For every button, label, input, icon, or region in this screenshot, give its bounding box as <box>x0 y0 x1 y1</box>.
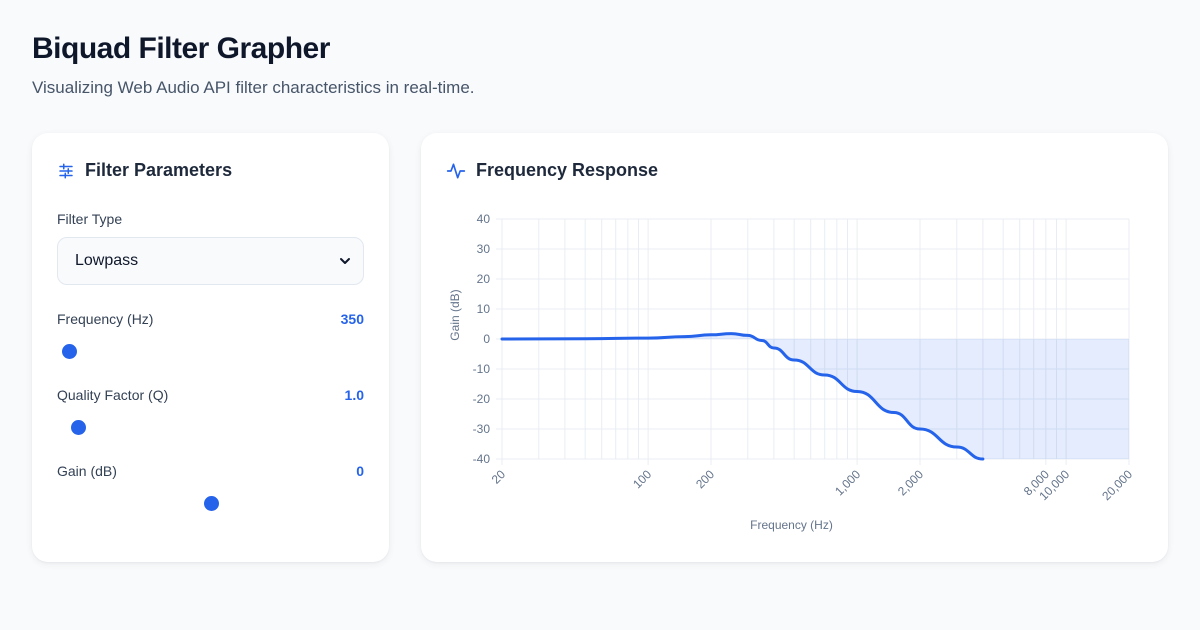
filter-parameters-header: Filter Parameters <box>57 160 232 181</box>
filter-parameters-title: Filter Parameters <box>85 160 233 180</box>
filter-type-value: Lowpass <box>75 252 139 269</box>
x-tick-label: 100 <box>630 467 654 491</box>
slider-thumb[interactable] <box>70 420 86 435</box>
frequency-label: Frequency (Hz) <box>57 311 154 327</box>
x-axis-title: Frequency (Hz) <box>750 518 833 532</box>
gain-slider[interactable] <box>57 493 364 513</box>
gain-label: Gain (dB) <box>57 463 117 479</box>
y-tick-label: 30 <box>477 242 491 256</box>
slider-track <box>57 350 364 352</box>
frequency-slider[interactable] <box>57 341 364 361</box>
frequency-response-title: Frequency Response <box>476 160 659 180</box>
frequency-value: 350 <box>340 311 364 327</box>
x-tick-label: 2,000 <box>895 467 926 498</box>
y-tick-label: 40 <box>477 212 491 226</box>
frequency-response-header: Frequency Response <box>446 160 658 181</box>
q-label: Quality Factor (Q) <box>57 387 169 403</box>
page-subtitle: Visualizing Web Audio API filter charact… <box>32 78 475 97</box>
gain-value: 0 <box>356 463 364 479</box>
page-title: Biquad Filter Grapher <box>32 32 330 65</box>
x-tick-label: 1,000 <box>832 467 863 498</box>
filter-type-label: Filter Type <box>57 211 123 227</box>
q-value: 1.0 <box>344 387 364 403</box>
activity-icon <box>446 161 466 181</box>
chevron-down-icon <box>340 258 350 264</box>
y-axis-title: Gain (dB) <box>448 289 462 340</box>
y-tick-label: -20 <box>473 392 491 406</box>
y-tick-label: 20 <box>477 272 491 286</box>
q-slider[interactable] <box>57 417 364 437</box>
x-tick-label: 200 <box>693 467 717 491</box>
y-tick-label: 10 <box>477 302 491 316</box>
slider-thumb[interactable] <box>203 496 219 511</box>
slider-track <box>57 426 364 428</box>
filter-type-select[interactable]: Lowpass <box>57 237 364 285</box>
x-tick-label: 20,000 <box>1099 467 1135 503</box>
series-line <box>500 332 985 461</box>
x-tick-label: 20 <box>489 467 509 487</box>
y-tick-label: -30 <box>473 422 491 436</box>
y-tick-label: -10 <box>473 362 491 376</box>
y-tick-label: -40 <box>473 452 491 466</box>
frequency-response-panel: Frequency Response 40 30 20 10 0 -10 -20 -30 -40… <box>421 133 1168 562</box>
slider-thumb[interactable] <box>62 344 78 359</box>
filter-parameters-panel: Filter Parameters Filter Type Lowpass Fr… <box>32 133 389 562</box>
y-tick-label: 0 <box>483 332 490 346</box>
sliders-icon <box>57 162 75 180</box>
series-fill-area <box>502 333 1129 459</box>
